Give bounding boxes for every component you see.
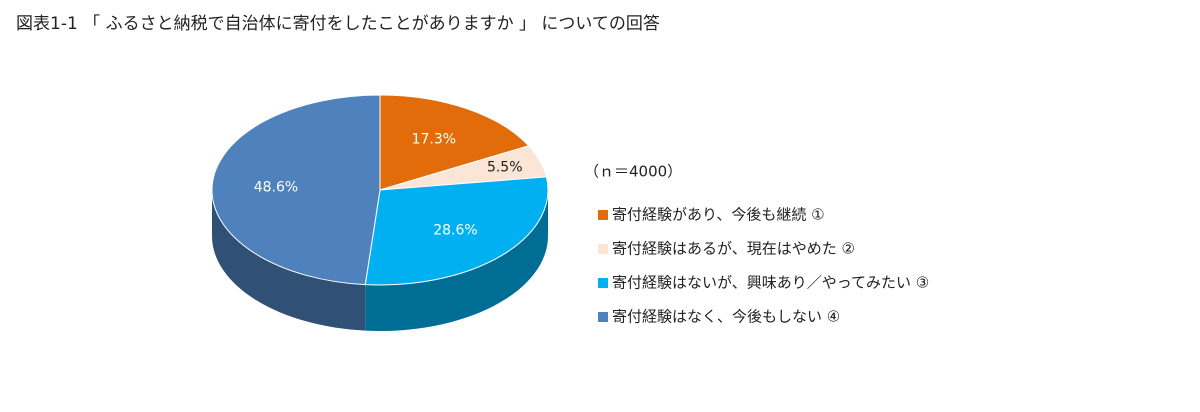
legend-swatch — [598, 210, 608, 220]
legend-label: 寄付経験があり、今後も継続 ① — [612, 206, 825, 224]
slice-side — [365, 190, 548, 331]
value-label: 28.6% — [433, 223, 477, 239]
value-label: 48.6% — [254, 179, 298, 195]
slice-side — [212, 190, 366, 331]
legend-label: 寄付経験はないが、興味あり／やってみたい ③ — [612, 274, 929, 292]
slice — [379, 94, 530, 191]
legend-swatch — [598, 278, 608, 288]
legend-swatch — [598, 244, 608, 254]
value-label: 17.3% — [412, 132, 456, 148]
slice — [364, 176, 549, 286]
value-label: 5.5% — [487, 159, 523, 175]
slice — [211, 94, 381, 286]
legend-label: 寄付経験はなく、今後もしない ④ — [612, 308, 840, 326]
sample-size: （ｎ＝4000） — [584, 163, 682, 181]
legend-swatch — [598, 312, 608, 322]
chart-title: 図表1-1 「 ふるさと納税で自治体に寄付をしたことがありますか 」 についての… — [16, 14, 660, 34]
legend-label: 寄付経験はあるが、現在はやめた ② — [612, 240, 855, 258]
